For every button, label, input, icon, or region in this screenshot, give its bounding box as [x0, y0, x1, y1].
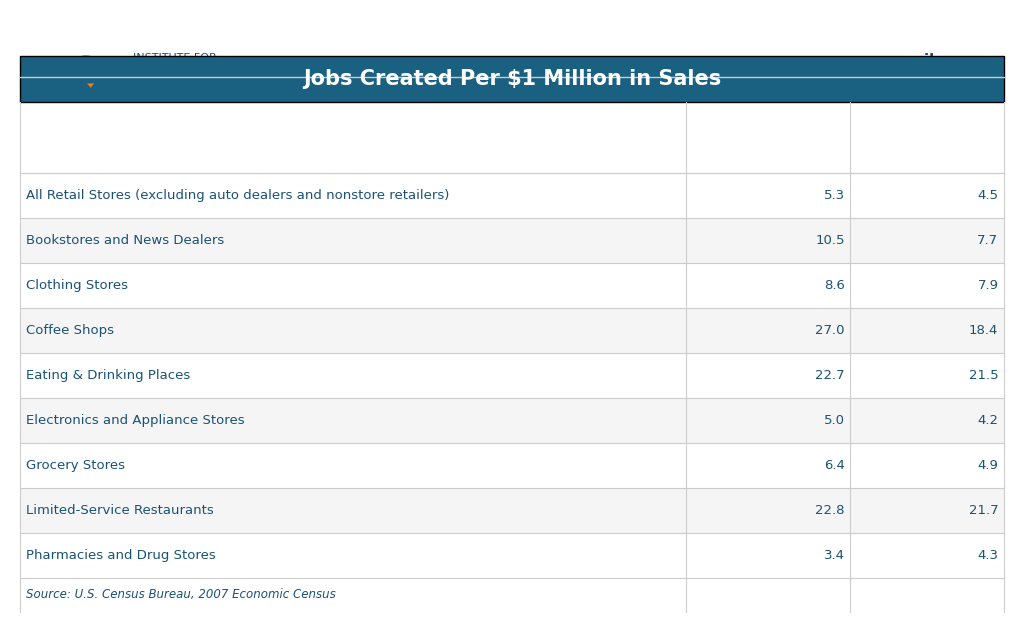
Text: 5.3: 5.3 — [823, 189, 845, 202]
Text: 22.8: 22.8 — [815, 504, 845, 517]
Text: Coffee Shops: Coffee Shops — [26, 324, 114, 337]
Text: 21.5: 21.5 — [969, 369, 998, 382]
Text: Jobs Created Per $1 Million in Sales: Jobs Created Per $1 Million in Sales — [303, 69, 721, 89]
Text: 27.0: 27.0 — [815, 324, 845, 337]
Text: 6.4: 6.4 — [824, 459, 845, 472]
Text: Pharmacies and Drug Stores: Pharmacies and Drug Stores — [26, 549, 215, 562]
Text: 4.3: 4.3 — [977, 549, 998, 562]
Text: 7.7: 7.7 — [977, 234, 998, 247]
Text: (10 or more: (10 or more — [881, 127, 973, 141]
Text: locations): locations) — [729, 142, 807, 156]
Text: IL: IL — [41, 56, 80, 93]
Text: Eating & Drinking Places: Eating & Drinking Places — [26, 369, 189, 382]
Text: Limited-Service Restaurants: Limited-Service Restaurants — [26, 504, 213, 517]
Text: Independents: Independents — [714, 111, 822, 125]
Text: Clothing Stores: Clothing Stores — [26, 279, 128, 292]
Text: INSTITUTE FOR
Local Self-Reliance: INSTITUTE FOR Local Self-Reliance — [133, 53, 238, 77]
Text: 21.7: 21.7 — [969, 504, 998, 517]
Text: Chains: Chains — [900, 111, 953, 125]
Text: Grocery Stores: Grocery Stores — [26, 459, 125, 472]
Text: 18.4: 18.4 — [969, 324, 998, 337]
Text: 22.7: 22.7 — [815, 369, 845, 382]
Text: 5.0: 5.0 — [823, 414, 845, 427]
Text: 8.6: 8.6 — [824, 279, 845, 292]
Text: Electronics and Appliance Stores: Electronics and Appliance Stores — [26, 414, 245, 427]
Text: 4.9: 4.9 — [978, 459, 998, 472]
Text: 10.5: 10.5 — [815, 234, 845, 247]
Text: Bookstores and News Dealers: Bookstores and News Dealers — [26, 234, 224, 247]
Text: 3.4: 3.4 — [823, 549, 845, 562]
Text: Source: U.S. Census Bureau, 2007 Economic Census: Source: U.S. Census Bureau, 2007 Economi… — [26, 588, 335, 601]
Text: All Retail Stores (excluding auto dealers and nonstore retailers): All Retail Stores (excluding auto dealer… — [26, 189, 449, 202]
Text: locations): locations) — [888, 142, 966, 156]
Text: (Less than 10: (Less than 10 — [715, 127, 821, 141]
Text: SR: SR — [72, 56, 130, 93]
Text: 4.5: 4.5 — [977, 189, 998, 202]
Text: www.ilsr.org: www.ilsr.org — [878, 53, 983, 67]
Text: 4.2: 4.2 — [977, 414, 998, 427]
Text: 7.9: 7.9 — [977, 279, 998, 292]
